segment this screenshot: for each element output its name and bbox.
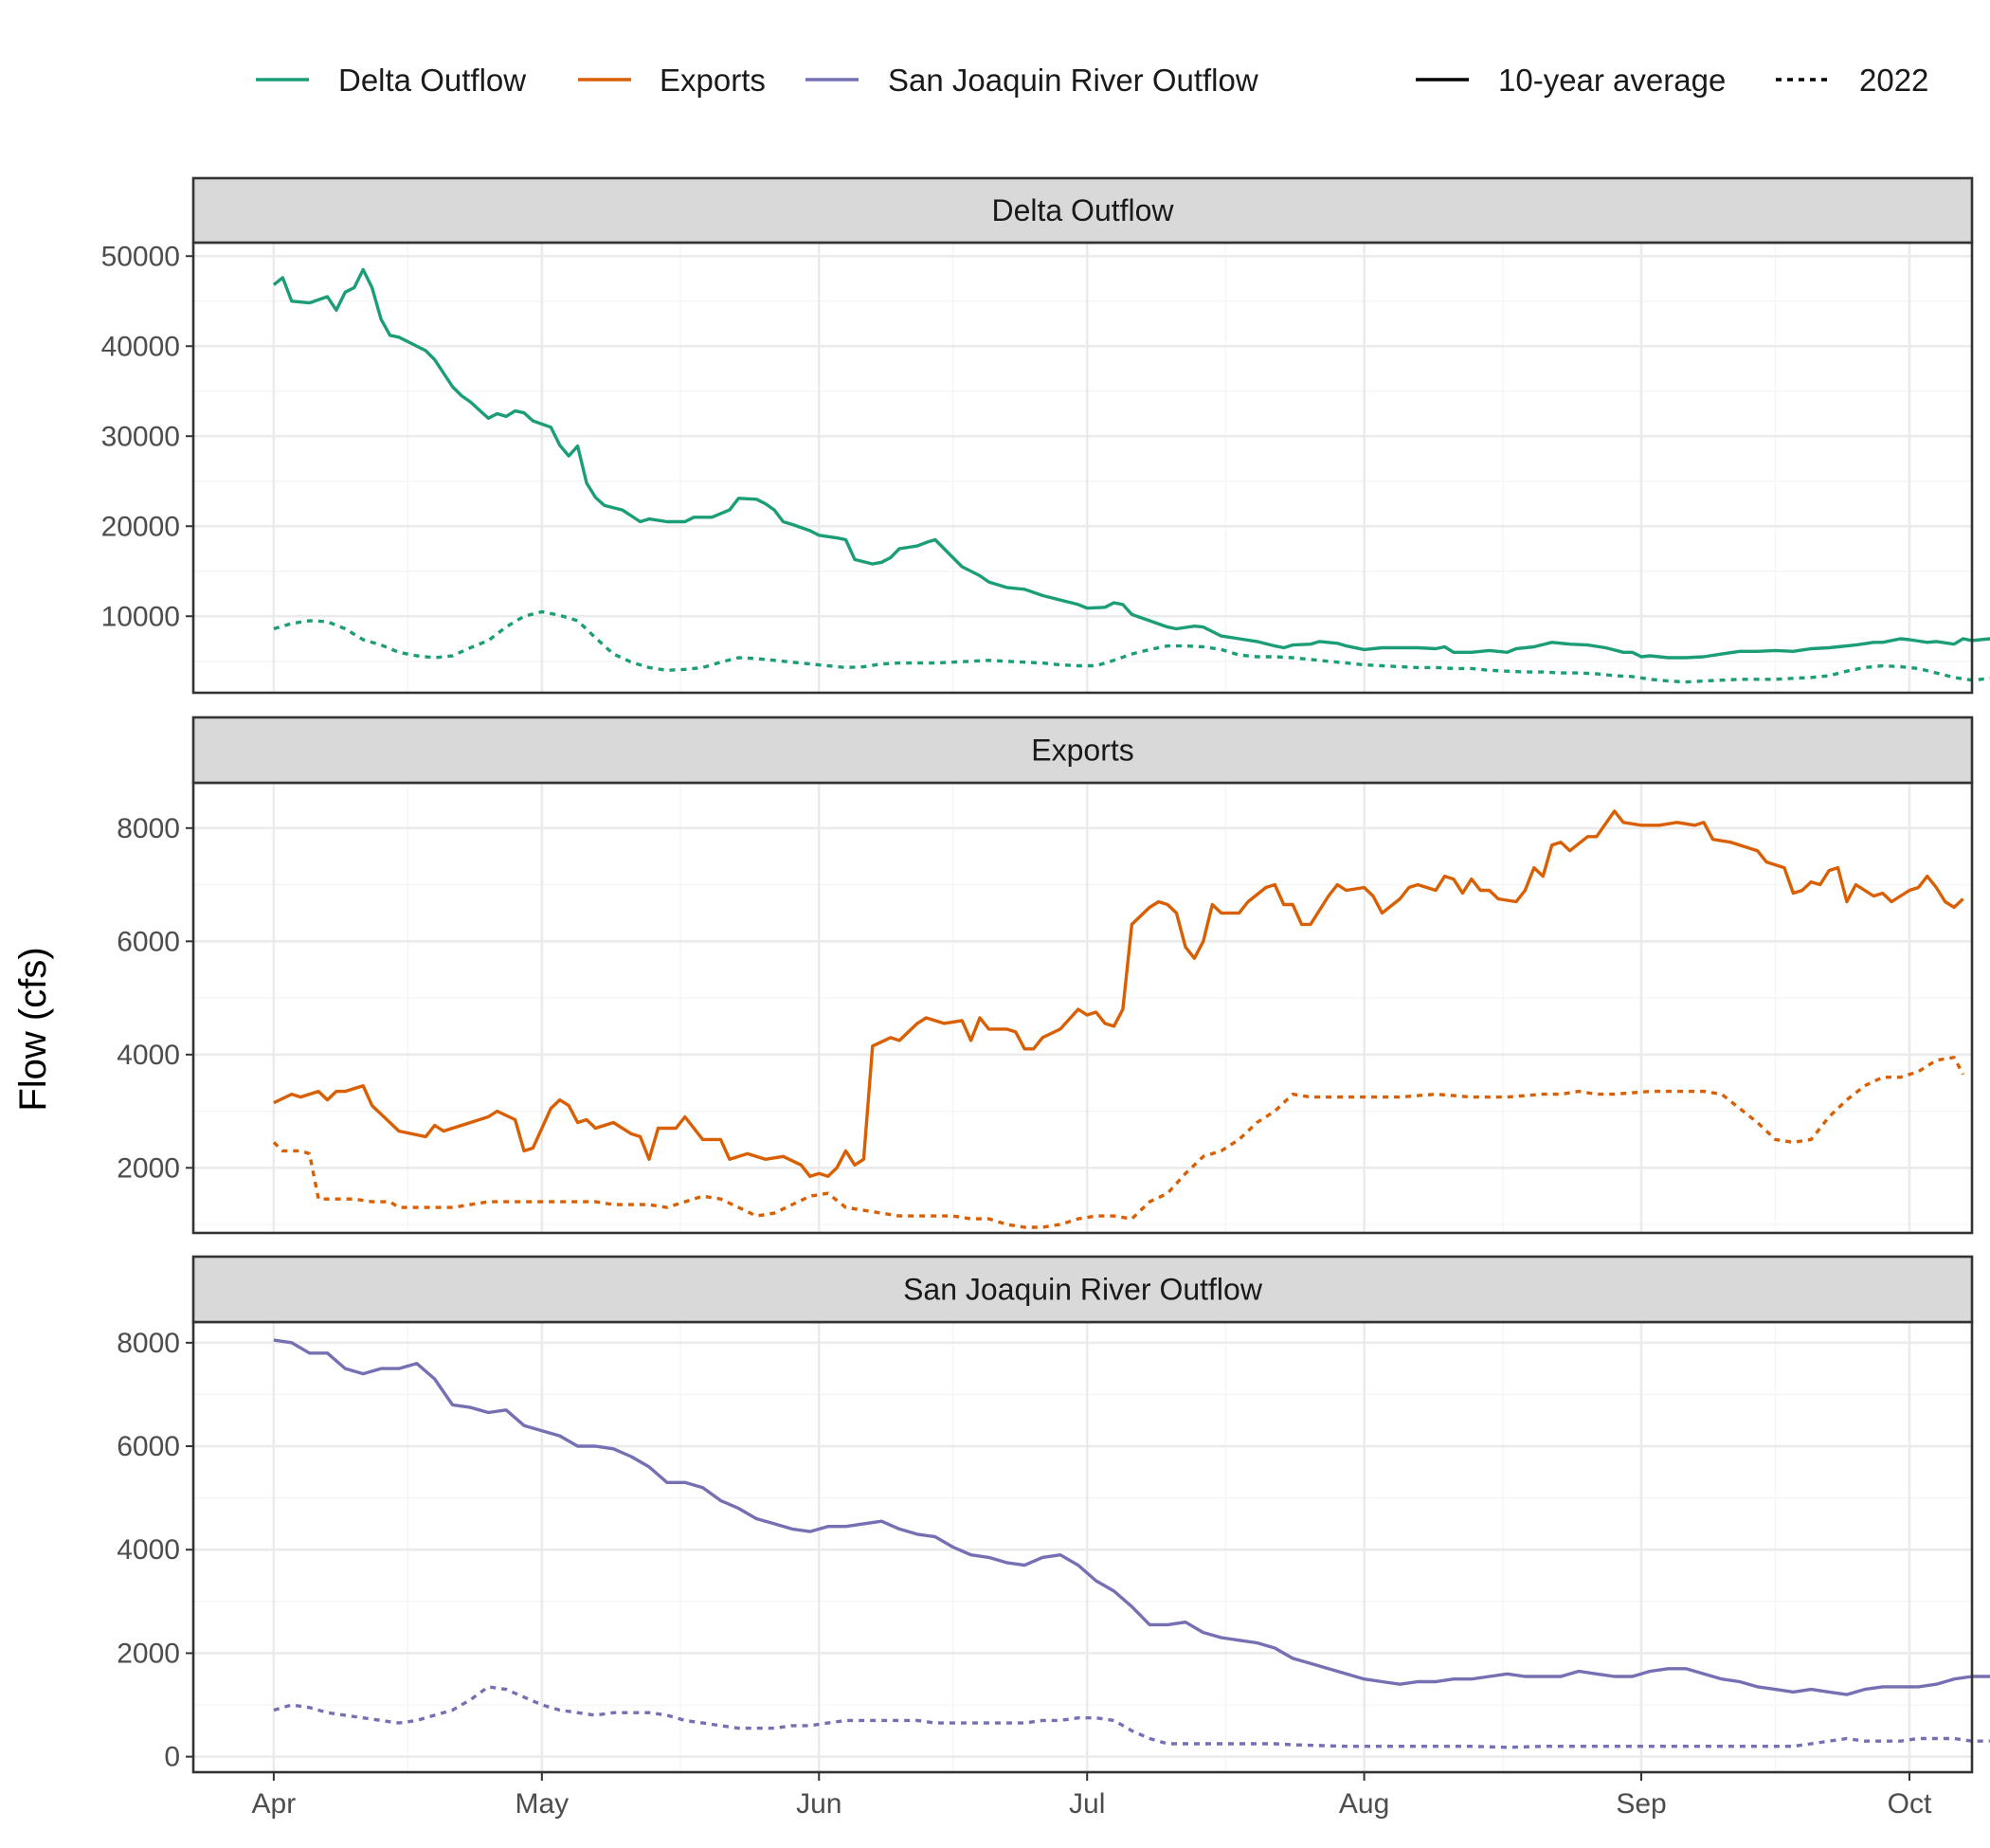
- legend-label: 2022: [1859, 63, 1928, 98]
- facet-title: Delta Outflow: [991, 193, 1174, 227]
- panel-1: 2000 4000 6000 8000 Exports: [117, 716, 1974, 1235]
- legend-item-variable: San Joaquin River Outflow: [805, 63, 1258, 98]
- facet-strip: [191, 176, 1974, 245]
- x-tick-label: Aug: [1339, 1788, 1389, 1820]
- y-tick-label: 0: [164, 1742, 180, 1773]
- legend-label: San Joaquin River Outflow: [888, 63, 1258, 98]
- legend-item-variable: Exports: [578, 63, 766, 98]
- y-tick-label: 2000: [117, 1152, 180, 1184]
- x-tick-label: Apr: [252, 1788, 297, 1820]
- y-tick-label: 20000: [101, 511, 180, 542]
- x-tick-label: Sep: [1616, 1788, 1666, 1820]
- facet-strip: [191, 1255, 1974, 1324]
- x-axis: Apr May Jun Jul Aug Sep Oct: [252, 1772, 1932, 1820]
- x-tick-label: Oct: [1888, 1788, 1932, 1820]
- x-tick-label: May: [516, 1788, 570, 1820]
- panel-0: 10000 20000 30000 40000 50000 Delta Outflow: [101, 176, 1990, 695]
- legend: Delta Outflow Exports San Joaquin River Ou…: [256, 63, 1928, 98]
- y-tick-label: 6000: [117, 926, 180, 957]
- series-line-year-2022: [272, 1056, 1965, 1229]
- legend-item-linetype: 2022: [1776, 63, 1928, 98]
- legend-label: Exports: [660, 63, 766, 98]
- x-tick-label: Jun: [796, 1788, 841, 1820]
- legend-label: 10-year average: [1498, 63, 1726, 98]
- series-line-ten-year-average: [273, 1338, 1990, 1696]
- series-line-ten-year-average: [272, 267, 1990, 660]
- y-tick-label: 4000: [117, 1534, 180, 1566]
- y-tick-label: 8000: [117, 813, 180, 844]
- x-tick-label: Jul: [1069, 1788, 1105, 1820]
- y-tick-label: 6000: [117, 1431, 180, 1462]
- facet-title: Exports: [1031, 734, 1133, 768]
- series-line-ten-year-average: [273, 809, 1964, 1178]
- y-tick-label: 40000: [101, 331, 180, 362]
- facet-title: San Joaquin River Outflow: [903, 1273, 1263, 1307]
- y-tick-label: 2000: [117, 1638, 180, 1669]
- panel-background: [193, 1322, 1972, 1772]
- y-tick-label: 50000: [101, 241, 180, 272]
- facet-strip: [191, 716, 1974, 785]
- series-line-year-2022: [273, 1685, 1990, 1749]
- legend-item-linetype: 10-year average: [1416, 63, 1726, 98]
- y-axis-title: Flow (cfs): [12, 947, 54, 1111]
- y-tick-label: 4000: [117, 1040, 180, 1071]
- panel-background: [193, 783, 1972, 1233]
- y-tick-label: 30000: [101, 421, 180, 452]
- panel-background: [193, 243, 1972, 693]
- y-tick-label: 10000: [101, 601, 180, 632]
- legend-label: Delta Outflow: [338, 63, 526, 98]
- legend-item-variable: Delta Outflow: [256, 63, 526, 98]
- y-tick-label: 8000: [117, 1328, 180, 1359]
- panel-2: 0 2000 4000 6000 8000 San Joaquin River Outfl…: [117, 1255, 1990, 1774]
